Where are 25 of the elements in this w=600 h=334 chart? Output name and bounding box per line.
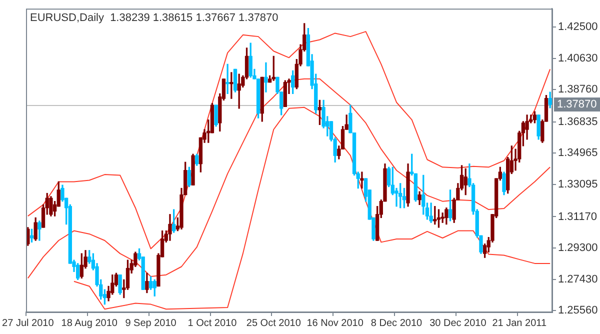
y-tick-label: 1.40630	[558, 52, 598, 64]
x-tick-label: 18 Aug 2010	[61, 318, 118, 329]
y-tick-label: 1.29300	[558, 242, 598, 254]
x-tick-label: 25 Oct 2010	[246, 318, 302, 329]
y-tick-label: 1.31170	[558, 210, 597, 223]
ref-line-label: 1.37870	[557, 98, 597, 111]
x-tick-label: 1 Oct 2010	[188, 318, 238, 329]
y-tick-label: 1.34965	[558, 147, 598, 160]
candlestick	[226, 64, 230, 94]
y-tick-label: 1.25560	[558, 304, 598, 317]
x-tick-label: 21 Jan 2011	[492, 318, 547, 329]
y-tick-label: 1.38760	[558, 84, 598, 96]
x-tick-label: 30 Dec 2010	[430, 318, 487, 329]
candlestick	[360, 172, 364, 189]
y-tick-label: 1.36835	[558, 116, 598, 128]
y-tick-label: 1.42500	[558, 21, 598, 34]
x-tick-label: 16 Nov 2010	[306, 318, 364, 329]
candlestick	[429, 202, 433, 223]
x-tick-label: 8 Dec 2010	[370, 318, 423, 329]
x-tick-label: 9 Sep 2010	[125, 318, 177, 329]
chart-title: EURUSD,Daily 1.38239 1.38615 1.37667 1.37870	[30, 12, 278, 24]
x-tick-label: 27 Jul 2010	[2, 318, 54, 329]
candlestick	[264, 62, 268, 92]
y-tick-label: 1.33095	[558, 178, 598, 191]
y-tick-label: 1.27430	[558, 273, 598, 286]
